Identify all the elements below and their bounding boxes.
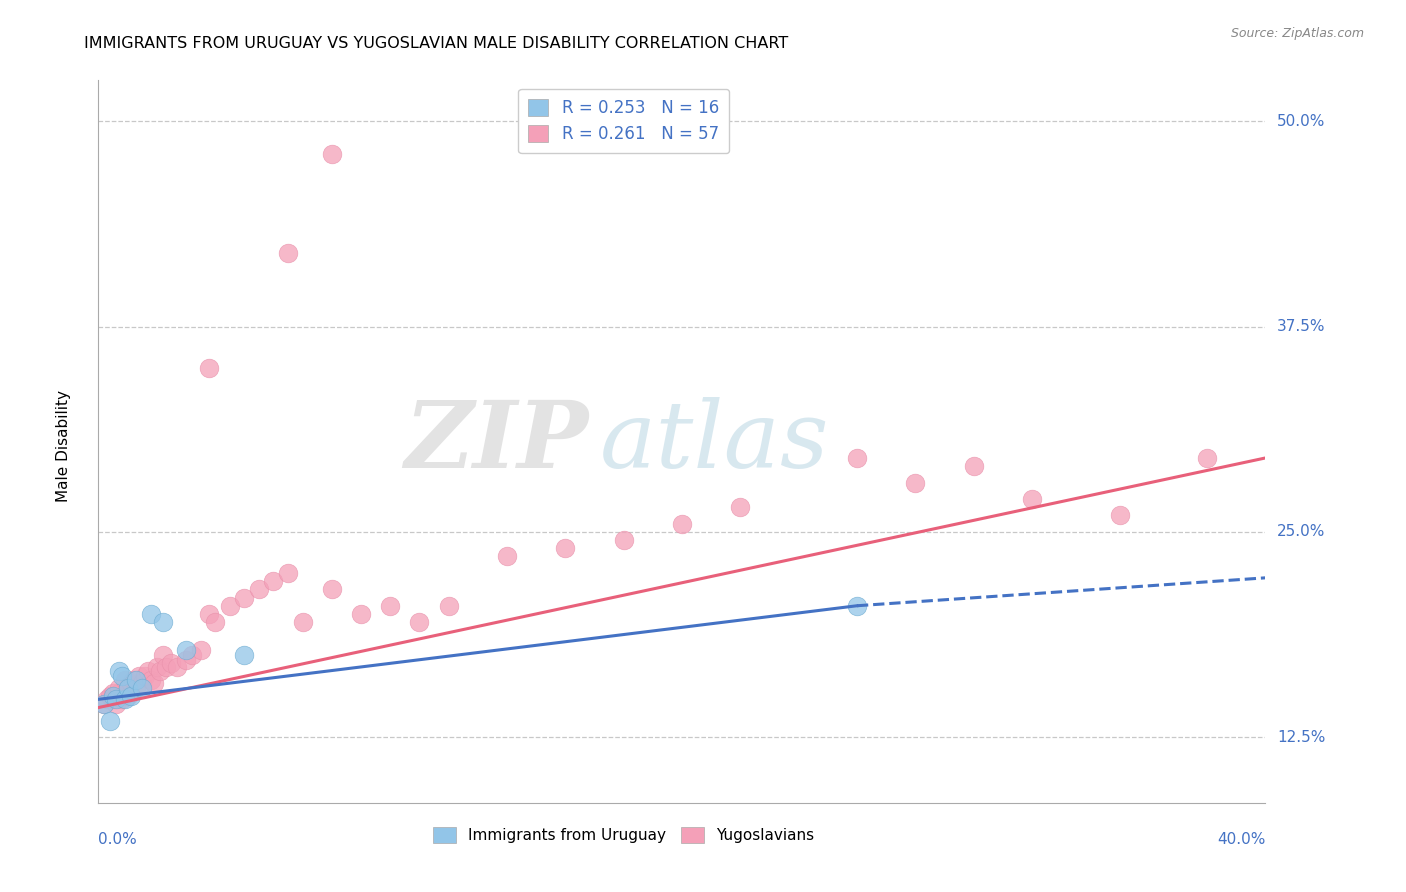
Point bbox=[247, 582, 270, 597]
Legend: Immigrants from Uruguay, Yugoslavians: Immigrants from Uruguay, Yugoslavians bbox=[426, 822, 821, 849]
Point bbox=[114, 692, 136, 706]
Point bbox=[198, 360, 221, 375]
Point bbox=[139, 673, 162, 687]
Point bbox=[408, 615, 430, 630]
Text: 0.0%: 0.0% bbox=[98, 832, 138, 847]
Point bbox=[131, 681, 153, 695]
Point bbox=[198, 607, 221, 621]
Point bbox=[125, 673, 148, 687]
Text: ZIP: ZIP bbox=[405, 397, 589, 486]
Point bbox=[380, 599, 402, 613]
Text: atlas: atlas bbox=[600, 397, 830, 486]
Point bbox=[1195, 450, 1218, 465]
Point bbox=[139, 607, 162, 621]
Point bbox=[350, 607, 373, 621]
Text: 40.0%: 40.0% bbox=[1218, 832, 1265, 847]
Text: Male Disability: Male Disability bbox=[56, 390, 70, 502]
Point bbox=[128, 669, 150, 683]
Point bbox=[149, 665, 172, 679]
Point bbox=[291, 615, 314, 630]
Point bbox=[120, 676, 142, 690]
Text: 37.5%: 37.5% bbox=[1277, 319, 1326, 334]
Point bbox=[321, 582, 343, 597]
Point bbox=[111, 692, 134, 706]
Point bbox=[174, 643, 197, 657]
Point bbox=[108, 686, 131, 700]
Point bbox=[233, 648, 256, 662]
Point bbox=[233, 591, 256, 605]
Point bbox=[101, 689, 124, 703]
Point bbox=[190, 643, 212, 657]
Point bbox=[174, 653, 197, 667]
Point bbox=[554, 541, 576, 556]
Point bbox=[136, 665, 159, 679]
Text: 50.0%: 50.0% bbox=[1277, 114, 1326, 128]
Point bbox=[101, 686, 124, 700]
Point bbox=[134, 669, 156, 683]
Point bbox=[166, 659, 188, 673]
Point bbox=[277, 566, 299, 580]
Point bbox=[496, 549, 519, 564]
Point bbox=[204, 615, 226, 630]
Point bbox=[155, 659, 177, 673]
Point bbox=[160, 657, 183, 671]
Point bbox=[117, 681, 139, 695]
Point bbox=[218, 599, 240, 613]
Point bbox=[114, 673, 136, 687]
Point bbox=[612, 533, 634, 547]
Point bbox=[108, 681, 131, 695]
Point bbox=[671, 516, 693, 531]
Text: Source: ZipAtlas.com: Source: ZipAtlas.com bbox=[1230, 27, 1364, 40]
Point bbox=[117, 681, 139, 695]
Point bbox=[321, 147, 343, 161]
Text: 25.0%: 25.0% bbox=[1277, 524, 1326, 540]
Point bbox=[93, 698, 115, 712]
Point bbox=[131, 676, 153, 690]
Point bbox=[437, 599, 460, 613]
Point bbox=[93, 698, 115, 712]
Point bbox=[846, 450, 869, 465]
Point bbox=[262, 574, 284, 588]
Point bbox=[108, 665, 131, 679]
Point bbox=[730, 500, 752, 515]
Point bbox=[125, 681, 148, 695]
Text: IMMIGRANTS FROM URUGUAY VS YUGOSLAVIAN MALE DISABILITY CORRELATION CHART: IMMIGRANTS FROM URUGUAY VS YUGOSLAVIAN M… bbox=[84, 36, 789, 51]
Point bbox=[846, 599, 869, 613]
Point bbox=[146, 659, 169, 673]
Point bbox=[122, 673, 145, 687]
Point bbox=[152, 648, 174, 662]
Point bbox=[101, 692, 124, 706]
Text: 12.5%: 12.5% bbox=[1277, 730, 1326, 745]
Point bbox=[962, 459, 984, 474]
Point bbox=[96, 692, 118, 706]
Point bbox=[111, 669, 134, 683]
Point bbox=[277, 245, 299, 260]
Point bbox=[104, 692, 127, 706]
Point bbox=[98, 689, 121, 703]
Point bbox=[1021, 491, 1043, 506]
Point bbox=[98, 714, 121, 728]
Point bbox=[180, 648, 202, 662]
Point bbox=[1108, 508, 1130, 523]
Point bbox=[117, 689, 139, 703]
Point bbox=[152, 615, 174, 630]
Point bbox=[120, 689, 142, 703]
Point bbox=[904, 475, 927, 490]
Point bbox=[142, 676, 165, 690]
Point bbox=[104, 698, 127, 712]
